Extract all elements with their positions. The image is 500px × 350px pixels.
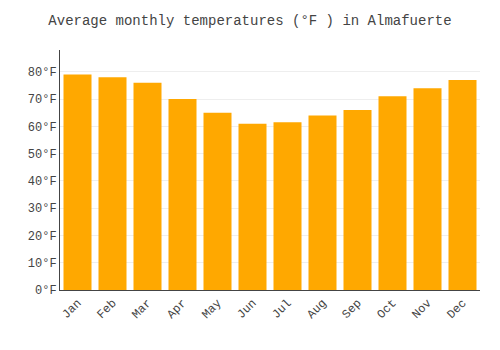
svg-text:Mar: Mar xyxy=(129,297,154,322)
svg-text:50°F: 50°F xyxy=(28,148,57,162)
svg-text:10°F: 10°F xyxy=(28,257,57,271)
svg-text:70°F: 70°F xyxy=(28,93,57,107)
svg-text:May: May xyxy=(199,297,224,322)
svg-text:Sep: Sep xyxy=(339,297,364,322)
svg-text:Feb: Feb xyxy=(94,297,119,322)
svg-text:Aug: Aug xyxy=(304,297,329,322)
svg-text:Average monthly temperatures (: Average monthly temperatures (°F ) in Al… xyxy=(48,13,451,29)
svg-text:80°F: 80°F xyxy=(28,66,57,80)
svg-text:20°F: 20°F xyxy=(28,230,57,244)
svg-text:30°F: 30°F xyxy=(28,202,57,216)
svg-text:0°F: 0°F xyxy=(35,284,57,298)
svg-text:40°F: 40°F xyxy=(28,175,57,189)
svg-text:Jul: Jul xyxy=(269,297,294,322)
svg-text:Jun: Jun xyxy=(234,297,259,322)
svg-text:Jan: Jan xyxy=(59,297,84,322)
svg-text:Nov: Nov xyxy=(409,297,434,322)
svg-text:Apr: Apr xyxy=(164,297,189,322)
svg-text:Dec: Dec xyxy=(444,297,469,322)
svg-text:60°F: 60°F xyxy=(28,121,57,135)
svg-text:Oct: Oct xyxy=(374,297,399,322)
